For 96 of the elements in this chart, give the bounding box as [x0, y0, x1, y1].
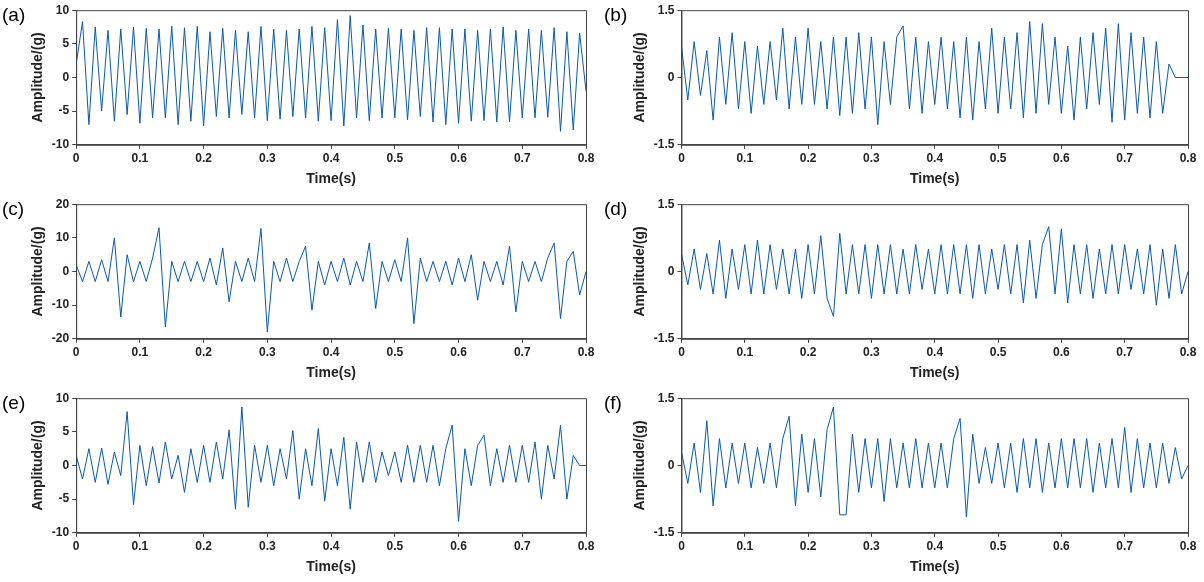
y-tick-label: -1.5	[653, 525, 675, 540]
x-axis-title: Time(s)	[909, 170, 960, 187]
y-tick-label: 0	[667, 69, 675, 84]
chart-title: (b)	[604, 4, 628, 26]
y-tick-label: 10	[55, 230, 70, 245]
y-tick-label: -10	[51, 525, 70, 540]
x-tick-label: 0.1	[736, 345, 754, 360]
x-tick-label: 0.1	[736, 539, 754, 554]
y-tick-label: 0	[62, 263, 70, 278]
x-tick-label: 0.4	[926, 539, 944, 554]
x-tick-label: 0.3	[259, 151, 276, 166]
x-tick-label: 0.1	[131, 151, 149, 166]
x-tick-label: 0.1	[131, 539, 149, 554]
y-tick-label: 20	[55, 196, 70, 211]
x-tick-label: 0.4	[322, 345, 340, 360]
y-axis-title: Amplitude/(g)	[29, 32, 46, 123]
y-tick-label: -1.5	[653, 331, 675, 346]
y-tick-label: -1.5	[653, 137, 675, 152]
x-tick-label: 0.6	[1053, 151, 1071, 166]
y-tick-label: -5	[58, 491, 70, 506]
x-tick-label: 0.5	[989, 151, 1007, 166]
x-tick-label: 0.4	[322, 539, 340, 554]
x-tick-label: 0.4	[926, 345, 944, 360]
chart-title: (a)	[2, 4, 26, 26]
x-tick-label: 0.6	[450, 151, 468, 166]
chart-title: (e)	[2, 392, 26, 414]
x-tick-label: 0.3	[863, 345, 881, 360]
y-tick-label: 0	[667, 457, 675, 472]
x-tick-label: 0.7	[513, 345, 531, 360]
x-tick-label: 0.3	[863, 539, 881, 554]
x-tick-label: 0.7	[1116, 151, 1134, 166]
x-axis-title: Time(s)	[306, 170, 356, 187]
x-tick-label: 0.2	[799, 345, 817, 360]
x-tick-label: 0.7	[1116, 539, 1134, 554]
y-tick-label: -20	[51, 331, 70, 346]
y-axis-title: Amplitude/(g)	[631, 226, 648, 317]
chart-title: (f)	[604, 392, 622, 414]
x-tick-label: 0.2	[799, 151, 817, 166]
x-tick-label: 0.5	[386, 151, 404, 166]
x-tick-label: 0.8	[1179, 151, 1197, 166]
x-tick-label: 0.5	[989, 539, 1007, 554]
y-tick-label: 0	[62, 457, 70, 472]
x-tick-label: 0.2	[799, 539, 817, 554]
y-tick-label: 0	[62, 69, 70, 84]
x-tick-label: 0.7	[1116, 345, 1134, 360]
x-tick-label: 0.8	[1179, 539, 1197, 554]
y-tick-label: 5	[62, 424, 70, 439]
x-tick-label: 0.6	[1053, 539, 1071, 554]
x-tick-label: 0.6	[450, 345, 468, 360]
x-tick-label: 0.5	[386, 539, 404, 554]
x-axis-title: Time(s)	[909, 364, 960, 381]
x-tick-label: 0.1	[736, 151, 754, 166]
x-tick-label: 0.6	[450, 539, 468, 554]
y-tick-label: 5	[62, 36, 70, 51]
y-tick-label: -10	[51, 137, 70, 152]
x-tick-label: 0.8	[1179, 345, 1197, 360]
x-tick-label: 0	[678, 151, 686, 166]
y-axis-title: Amplitude/(g)	[29, 420, 46, 511]
y-tick-label: -5	[58, 103, 70, 118]
x-tick-label: 0.7	[513, 151, 531, 166]
x-tick-label: 0.7	[513, 539, 531, 554]
x-tick-label: 0	[678, 345, 686, 360]
y-tick-label: -10	[51, 297, 70, 312]
x-tick-label: 0	[72, 539, 80, 554]
y-tick-label: 1.5	[657, 390, 675, 405]
x-axis-title: Time(s)	[306, 364, 356, 381]
y-tick-label: 10	[55, 390, 70, 405]
x-tick-label: 0.2	[195, 345, 213, 360]
x-tick-label: 0.6	[1053, 345, 1071, 360]
y-tick-label: 10	[55, 2, 70, 17]
x-tick-label: 0.3	[259, 539, 276, 554]
y-tick-label: 0	[667, 263, 675, 278]
x-tick-label: 0.4	[322, 151, 340, 166]
y-axis-title: Amplitude/(g)	[631, 32, 648, 123]
x-tick-label: 0.3	[863, 151, 881, 166]
y-tick-label: 1.5	[657, 2, 675, 17]
x-tick-label: 0.8	[577, 345, 595, 360]
x-tick-label: 0.1	[131, 345, 149, 360]
x-tick-label: 0	[678, 539, 686, 554]
x-axis-title: Time(s)	[306, 558, 356, 575]
x-tick-label: 0.5	[386, 345, 404, 360]
chart-title: (c)	[2, 198, 25, 220]
x-axis-title: Time(s)	[909, 558, 960, 575]
x-tick-label: 0.5	[989, 345, 1007, 360]
y-axis-title: Amplitude/(g)	[631, 420, 648, 511]
y-tick-label: 1.5	[657, 196, 675, 211]
chart-title: (d)	[604, 198, 628, 220]
y-axis-title: Amplitude/(g)	[29, 226, 46, 317]
x-tick-label: 0.8	[577, 539, 595, 554]
x-tick-label: 0	[72, 345, 80, 360]
x-tick-label: 0.3	[259, 345, 276, 360]
x-tick-label: 0.4	[926, 151, 944, 166]
x-tick-label: 0	[72, 151, 80, 166]
x-tick-label: 0.8	[577, 151, 595, 166]
x-tick-label: 0.2	[195, 151, 213, 166]
x-tick-label: 0.2	[195, 539, 213, 554]
